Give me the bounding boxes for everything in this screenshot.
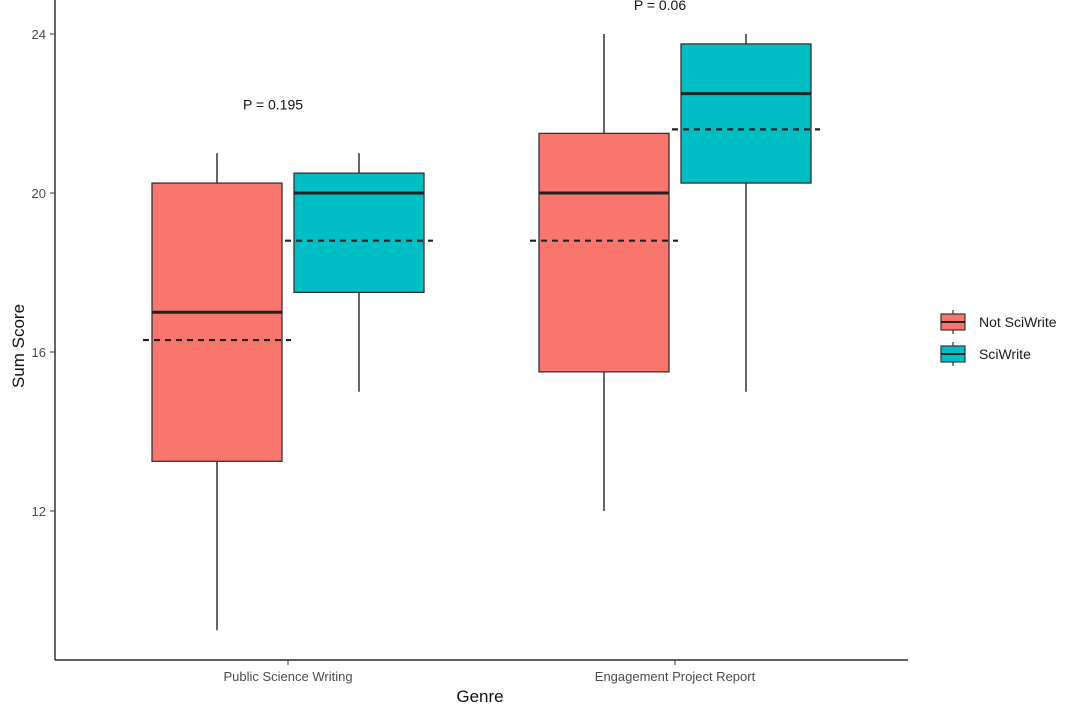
legend-key <box>940 342 966 366</box>
x-tick-label: Engagement Project Report <box>595 669 756 684</box>
legend-label: Not SciWrite <box>979 314 1057 330</box>
box-1-1 <box>672 34 820 392</box>
box-body <box>680 43 812 184</box>
x-tick-label: Public Science Writing <box>223 669 352 684</box>
y-tick-label: 16 <box>32 345 46 360</box>
p-value-annotation: P = 0.195 <box>243 97 303 113</box>
y-axis-title: Sum Score <box>9 304 28 388</box>
y-tick-label: 24 <box>32 27 46 42</box>
box-body <box>293 172 425 294</box>
box-body <box>151 182 283 462</box>
box-body <box>538 132 670 373</box>
y-tick-label: 20 <box>32 186 46 201</box>
box-1-0 <box>285 153 433 392</box>
x-axis-title: Genre <box>456 687 503 706</box>
p-value-annotation: P = 0.06 <box>634 0 687 13</box>
annotations: P = 0.195 P = 0.06 <box>243 0 686 113</box>
x-axis-ticks: Public Science Writing Engagement Project… <box>223 660 756 684</box>
box-0-1 <box>530 34 678 511</box>
plot-area <box>143 34 820 631</box>
y-tick-label: 12 <box>32 504 46 519</box>
box-0-0 <box>143 153 291 631</box>
y-axis-ticks: 12 16 20 24 <box>32 27 55 519</box>
legend: Not SciWrite SciWrite <box>940 310 1057 366</box>
legend-key <box>940 310 966 334</box>
legend-label: SciWrite <box>979 346 1031 362</box>
